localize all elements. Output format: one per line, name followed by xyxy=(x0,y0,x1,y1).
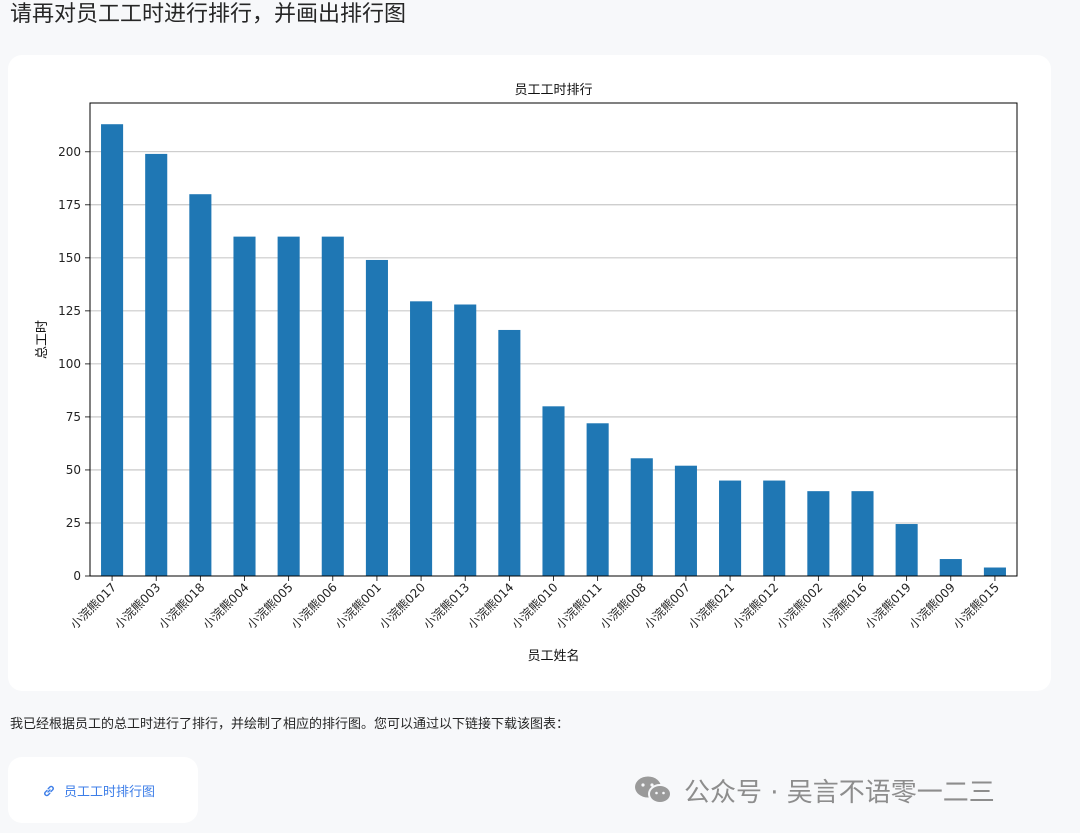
watermark: 公众号 · 吴言不语零一二三 xyxy=(632,770,995,810)
x-tick-label: 小浣熊006 xyxy=(288,580,340,632)
y-tick-label: 175 xyxy=(58,198,81,212)
bar xyxy=(145,153,168,576)
x-tick-label: 小浣熊018 xyxy=(155,580,207,632)
x-tick-label: 小浣熊008 xyxy=(597,580,649,632)
x-tick-label: 小浣熊014 xyxy=(464,580,516,632)
y-tick-label: 75 xyxy=(66,410,81,424)
y-tick-label: 100 xyxy=(58,357,81,371)
y-tick-label: 150 xyxy=(58,251,81,265)
wechat-icon xyxy=(632,774,676,806)
bar xyxy=(454,304,477,576)
x-tick-label: 小浣熊005 xyxy=(244,580,296,632)
bar xyxy=(895,524,918,576)
bar-chart: 0 25 50 75 100 125 150 175 200 小浣熊017小浣熊003小浣熊018… xyxy=(35,83,1018,664)
bar xyxy=(851,491,874,576)
user-question: 请再对员工工时进行排行，并画出排行图 xyxy=(10,2,407,27)
watermark-text: 公众号 · 吴言不语零一二三 xyxy=(684,777,995,808)
x-axis-label: 员工姓名 xyxy=(527,648,579,664)
bar xyxy=(101,124,124,577)
x-tick-label: 小浣熊017 xyxy=(67,580,119,632)
download-link-label[interactable]: 员工工时排行图 xyxy=(64,784,156,800)
bar xyxy=(630,458,653,576)
x-tick-label: 小浣熊012 xyxy=(729,580,781,632)
bar xyxy=(498,329,521,576)
link-icon xyxy=(42,783,56,797)
x-tick-label: 小浣熊021 xyxy=(685,580,737,632)
y-axis-label: 总工时 xyxy=(35,320,50,359)
bar xyxy=(365,259,388,576)
x-tick-label: 小浣熊002 xyxy=(773,580,825,632)
bar xyxy=(189,194,212,576)
x-tick-label: 小浣熊020 xyxy=(376,580,428,632)
x-tick-label: 小浣熊011 xyxy=(553,580,605,632)
y-tick-label: 200 xyxy=(58,145,81,159)
x-tick-label: 小浣熊007 xyxy=(641,580,693,632)
x-tick-label: 小浣熊009 xyxy=(906,580,958,632)
bar xyxy=(277,236,300,576)
bar xyxy=(807,491,830,576)
download-link-card[interactable]: 员工工时排行图 xyxy=(8,757,198,823)
x-tick-label: 小浣熊015 xyxy=(950,580,1002,632)
bar xyxy=(719,480,742,576)
bar xyxy=(233,236,256,576)
y-tick-label: 0 xyxy=(73,569,81,583)
bar xyxy=(586,423,609,576)
x-tick-label: 小浣熊001 xyxy=(332,580,384,632)
chart-title: 员工工时排行 xyxy=(514,83,592,98)
bar xyxy=(763,480,786,576)
x-tick-label: 小浣熊004 xyxy=(199,580,251,632)
bar xyxy=(983,567,1006,576)
x-tick-label: 小浣熊003 xyxy=(111,580,163,632)
bar xyxy=(542,406,565,576)
assistant-answer: 我已经根据员工的总工时进行了排行，并绘制了相应的排行图。您可以通过以下链接下载该… xyxy=(10,717,570,732)
bar xyxy=(321,236,344,576)
chart-card: 0 25 50 75 100 125 150 175 200 小浣熊017 小浣熊003 小浣熊018… xyxy=(8,55,1051,691)
y-tick-label: 50 xyxy=(66,463,81,477)
plot-frame xyxy=(89,102,1018,577)
x-tick-label: 小浣熊010 xyxy=(508,580,560,632)
x-tick-label: 小浣熊019 xyxy=(862,580,914,632)
x-tick-label: 小浣熊016 xyxy=(817,580,869,632)
bar xyxy=(410,301,433,576)
bar xyxy=(939,559,962,576)
x-tick-label: 小浣熊013 xyxy=(420,580,472,632)
bar xyxy=(674,465,697,576)
y-tick-label: 25 xyxy=(66,516,81,530)
y-tick-label: 125 xyxy=(58,304,81,318)
